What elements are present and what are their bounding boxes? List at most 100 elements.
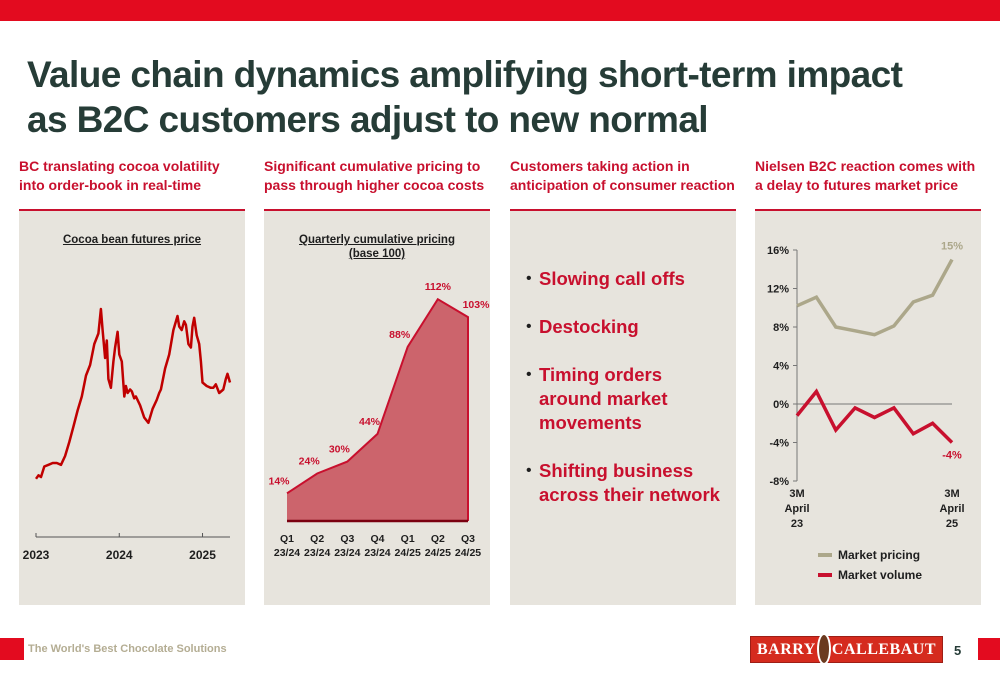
legend-label: Market pricing [838, 548, 921, 562]
x-tick-label: 23 [791, 518, 803, 530]
legend-swatch [818, 573, 832, 577]
bullet-dot: • [526, 270, 532, 287]
top-accent-bar [0, 0, 1000, 21]
pricing-area [287, 299, 468, 521]
x-tick-label: 23/24 [274, 547, 300, 559]
x-tick-label: 3M [789, 488, 804, 500]
nielsen-market-chart: 16% 12% 8% 4% 0% -4% -8% 15% -4% 3M April 23 3M April… [767, 241, 965, 530]
cocoa-price-line [34, 307, 232, 480]
heading-line: BC translating cocoa volatility [19, 158, 220, 174]
bullet-text: across their network [539, 484, 720, 505]
data-label: 112% [425, 281, 452, 293]
logo-text-left: BARRY [757, 640, 816, 658]
pricing-chart-title: Quarterly cumulative pricing (base 100) [299, 234, 455, 260]
x-tick-label: Q3 [340, 533, 354, 545]
data-label: 88% [389, 329, 411, 341]
end-value-label: 15% [941, 241, 963, 253]
heading-line: Nielsen B2C reaction comes with [755, 158, 976, 174]
cocoa-futures-chart: 2023 2024 2025 [23, 307, 232, 562]
legend-item-market-volume: Market volume [818, 568, 922, 582]
x-tick-label: 23/24 [364, 547, 390, 559]
x-tick-label: 23/24 [334, 547, 360, 559]
bullet-dot: • [526, 318, 532, 335]
data-label: 14% [268, 475, 290, 487]
legend-swatch [818, 553, 832, 557]
cocoa-futures-panel: Cocoa bean futures price 2023 2024 2025 [19, 211, 245, 605]
cocoa-chart-title: Cocoa bean futures price [62, 234, 202, 246]
column-heading-1: BC translating cocoa volatility into ord… [19, 157, 254, 195]
y-tick-label: 8% [773, 322, 789, 334]
page-title: Value chain dynamics amplifying short-te… [27, 52, 987, 142]
bullet-item: • Shifting business across their network [526, 459, 736, 507]
x-tick-label: Q2 [431, 533, 445, 545]
x-tick-label: Q4 [370, 533, 384, 545]
x-tick-label: 2025 [189, 548, 216, 562]
column-heading-4: Nielsen B2C reaction comes with a delay … [755, 157, 990, 195]
market-volume-line [795, 388, 954, 444]
bullet-text: movements [539, 412, 642, 433]
column-heading-3: Customers taking action in anticipation … [510, 157, 745, 195]
x-tick-label: 24/25 [455, 547, 481, 559]
pricing-line [286, 297, 469, 521]
bullet-text: Destocking [539, 316, 639, 337]
barry-callebaut-logo: BARRY CALLEBAUT [750, 632, 943, 665]
y-tick-label: -8% [769, 476, 789, 488]
heading-line: pass through higher cocoa costs [264, 177, 485, 193]
x-tick-label: Q2 [310, 533, 324, 545]
bullet-item: • Timing orders around market movements [526, 363, 736, 435]
footer-accent-square [0, 638, 24, 660]
y-tick-label: 16% [767, 245, 789, 257]
x-tick-label: Q1 [401, 533, 415, 545]
heading-line: Significant cumulative pricing to [264, 158, 481, 174]
column-divider-3 [510, 209, 736, 211]
bullet-dot: • [526, 366, 532, 383]
bullet-dot: • [526, 462, 532, 479]
heading-line: a delay to futures market price [755, 177, 959, 193]
cumulative-pricing-chart: 14% Q1 23/24 24% Q2 23/24 30% Q3 23/24 44% Q4 23/24… [268, 281, 490, 559]
column-divider-4 [755, 209, 981, 211]
x-tick-label: 24/25 [395, 547, 421, 559]
bullet-item: • Destocking [526, 315, 736, 339]
bullet-text: Shifting business [539, 460, 694, 481]
x-tick-label: 2024 [106, 548, 133, 562]
bullet-list: • Slowing call offs • Destocking • Timin… [526, 267, 736, 531]
heading-line: Customers taking action in [510, 158, 690, 174]
logo-text-right: CALLEBAUT [831, 640, 936, 658]
y-tick-label: 12% [767, 284, 789, 296]
x-tick-label: 25 [946, 518, 958, 530]
footer-tagline: The World's Best Chocolate Solutions [28, 643, 227, 655]
data-label: 30% [329, 444, 351, 456]
title-line-2: as B2C customers adjust to new normal [27, 99, 709, 140]
data-label: 24% [299, 455, 321, 467]
y-tick-label: -4% [769, 438, 789, 450]
column-divider-2 [264, 209, 490, 211]
x-tick-label: Q3 [461, 533, 475, 545]
x-tick-label: Q1 [280, 533, 294, 545]
bullet-item: • Slowing call offs [526, 267, 736, 291]
cumulative-pricing-panel: Quarterly cumulative pricing (base 100) … [264, 211, 490, 605]
column-divider-1 [19, 209, 245, 211]
x-tick-label: April [784, 503, 809, 515]
legend-item-market-pricing: Market pricing [818, 548, 920, 562]
data-label: 44% [359, 416, 381, 428]
heading-line: into order-book in real-time [19, 177, 202, 193]
footer-accent-square-right [978, 638, 1000, 660]
x-tick-label: 2023 [23, 548, 50, 562]
x-tick-label: 24/25 [425, 547, 451, 559]
y-tick-label: 0% [773, 399, 789, 411]
y-tick-label: 4% [773, 361, 789, 373]
x-tick-label: 23/24 [304, 547, 330, 559]
column-heading-2: Significant cumulative pricing to pass t… [264, 157, 499, 195]
bullet-text: around market [539, 388, 668, 409]
page-number: 5 [954, 643, 962, 658]
customer-actions-panel: • Slowing call offs • Destocking • Timin… [510, 211, 736, 605]
legend-label: Market volume [838, 568, 923, 582]
cocoa-bean-icon [816, 632, 831, 665]
end-value-label: -4% [942, 450, 962, 462]
bullet-text: Slowing call offs [539, 268, 685, 289]
heading-line: anticipation of consumer reaction [510, 177, 735, 193]
x-tick-label: April [939, 503, 964, 515]
market-pricing-line [796, 258, 954, 337]
title-line-1: Value chain dynamics amplifying short-te… [27, 54, 903, 95]
x-tick-label: 3M [944, 488, 959, 500]
